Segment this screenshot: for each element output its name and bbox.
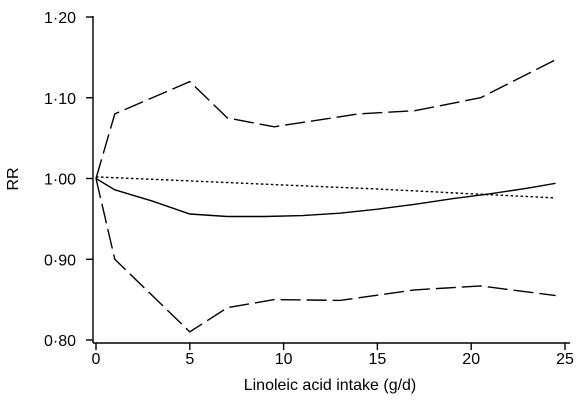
x-tick-label: 10	[275, 351, 293, 368]
x-tick-label: 0	[92, 351, 101, 368]
confidence-bound-line	[95, 178, 556, 333]
x-tick-label: 25	[556, 351, 574, 368]
y-tick-label: 0·80	[44, 333, 76, 350]
y-tick-label: 1·20	[44, 10, 76, 27]
y-axis-title: RR	[5, 167, 22, 190]
rr-curve-line	[95, 177, 556, 218]
x-tick-label: 20	[462, 351, 480, 368]
series-layer	[95, 59, 556, 333]
y-tick-label: 1·10	[44, 91, 76, 108]
x-axis-title: Linoleic acid intake (g/d)	[244, 377, 417, 394]
reference-curve-line	[95, 176, 556, 199]
x-tick-label: 5	[185, 351, 194, 368]
x-tick-label: 15	[369, 351, 387, 368]
y-tick-label: 0·90	[44, 252, 76, 269]
y-tick-label: 1·00	[44, 172, 76, 189]
confidence-bound-line	[95, 59, 556, 179]
axis-ticks: 0 5 10 15 20 25 0·80 0·90 1·00 1·10 1·20	[44, 10, 574, 368]
